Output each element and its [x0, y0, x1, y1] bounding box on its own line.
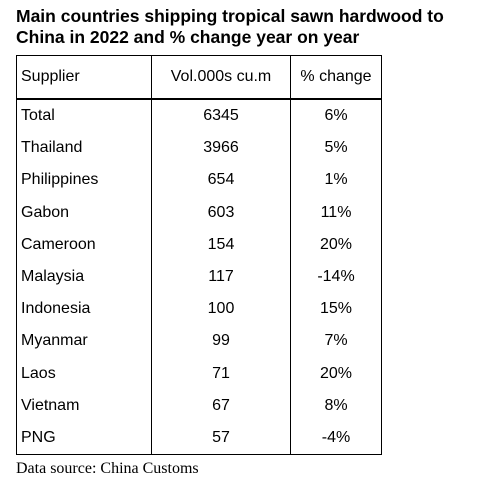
table-cell: 154	[151, 228, 291, 261]
table-cell: 20%	[290, 357, 382, 390]
table-cell: Malaysia	[16, 260, 152, 294]
table-cell: Total	[16, 99, 152, 133]
table-cell: Philippines	[16, 164, 152, 197]
table-row: Malaysia 117 -14%	[16, 260, 382, 294]
header-cell: % change	[290, 55, 382, 100]
table: Supplier Vol.000s cu.m% change Total 6345 6…	[16, 55, 382, 456]
table-cell: 654	[151, 164, 291, 197]
table-cell: -14%	[290, 260, 382, 294]
header-cell: Vol.000s cu.m	[151, 55, 291, 100]
table-cell: Myanmar	[16, 325, 152, 358]
table-cell: 5%	[290, 132, 382, 165]
table-cell: Gabon	[16, 196, 152, 229]
table-row: Gabon 603 11%	[16, 196, 382, 229]
table-cell: -4%	[290, 421, 382, 456]
title: Main countries shipping tropical sawn ha…	[16, 6, 444, 47]
table-cell: 8%	[290, 389, 382, 422]
table-cell: 57	[151, 421, 291, 456]
table-row: Cameroon 154 20%	[16, 228, 382, 261]
table-row: Indonesia 100 15%	[16, 293, 382, 326]
table-row: Vietnam 67 8%	[16, 389, 382, 422]
table-cell: 15%	[290, 293, 382, 326]
header-cell: Supplier	[16, 55, 152, 100]
table-row: Philippines 654 1%	[16, 164, 382, 197]
table-cell: 1%	[290, 164, 382, 197]
table-cell: 3966	[151, 132, 291, 165]
table-row: Total 6345 6%	[16, 99, 382, 133]
table-cell: PNG	[16, 421, 152, 456]
table-cell: 11%	[290, 196, 382, 229]
table-row: Myanmar 99 7%	[16, 325, 382, 358]
table-body: Total 6345 6% Thailand 3966 5% Philippines 654 1…	[16, 99, 382, 456]
table-cell: Thailand	[16, 132, 152, 165]
header-row: Supplier Vol.000s cu.m% change	[16, 55, 382, 100]
table-cell: 117	[151, 260, 291, 294]
table-cell: 7%	[290, 325, 382, 358]
table-cell: 99	[151, 325, 291, 358]
table-cell: Cameroon	[16, 228, 152, 261]
source-note: Data source: China Customs	[16, 460, 199, 477]
table-cell: 603	[151, 196, 291, 229]
table-row: Laos 71 20%	[16, 357, 382, 390]
table-cell: 71	[151, 357, 291, 390]
table-cell: Vietnam	[16, 389, 152, 422]
table-row: Thailand 3966 5%	[16, 132, 382, 165]
table-cell: Indonesia	[16, 293, 152, 326]
table-cell: Laos	[16, 357, 152, 390]
table-row: PNG 57 -4%	[16, 421, 382, 456]
table-cell: 6345	[151, 99, 291, 133]
table-header: Supplier Vol.000s cu.m% change	[16, 55, 382, 100]
table-cell: 100	[151, 293, 291, 326]
table-cell: 67	[151, 389, 291, 422]
table-cell: 6%	[290, 99, 382, 133]
table-cell: 20%	[290, 228, 382, 261]
